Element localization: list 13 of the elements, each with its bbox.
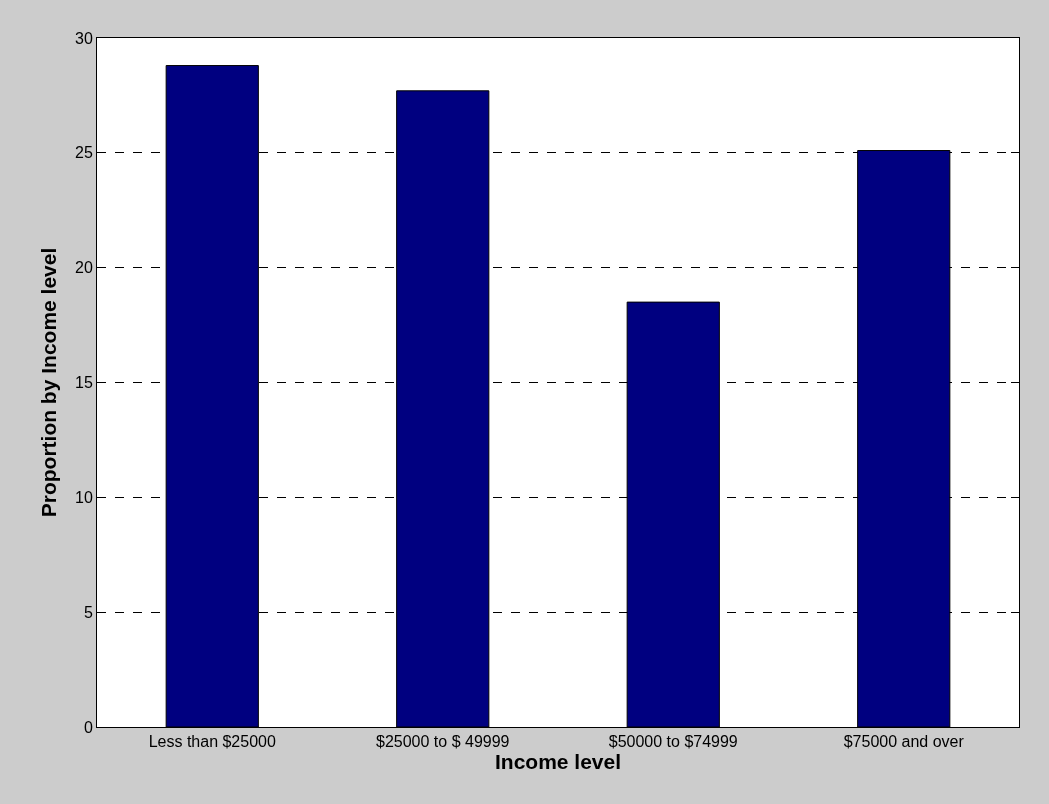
y-tick-label: 25 — [75, 144, 93, 162]
y-tick-label: 0 — [83, 718, 93, 736]
y-tick-label: 10 — [75, 488, 93, 506]
y-tick-label: 30 — [75, 29, 93, 47]
y-axis-title: Proportion by Income level — [37, 247, 61, 518]
x-axis-title: Income level — [494, 750, 622, 774]
x-tick-label: $75000 and over — [843, 733, 965, 751]
y-tick-label: 20 — [75, 259, 93, 277]
y-tick-label: 15 — [75, 374, 93, 392]
x-tick-label: Less than $25000 — [148, 733, 276, 751]
y-tick-label: 5 — [83, 603, 93, 621]
x-tick-label: $50000 to $74999 — [608, 733, 738, 751]
x-tick-label: $25000 to $ 49999 — [376, 733, 510, 751]
